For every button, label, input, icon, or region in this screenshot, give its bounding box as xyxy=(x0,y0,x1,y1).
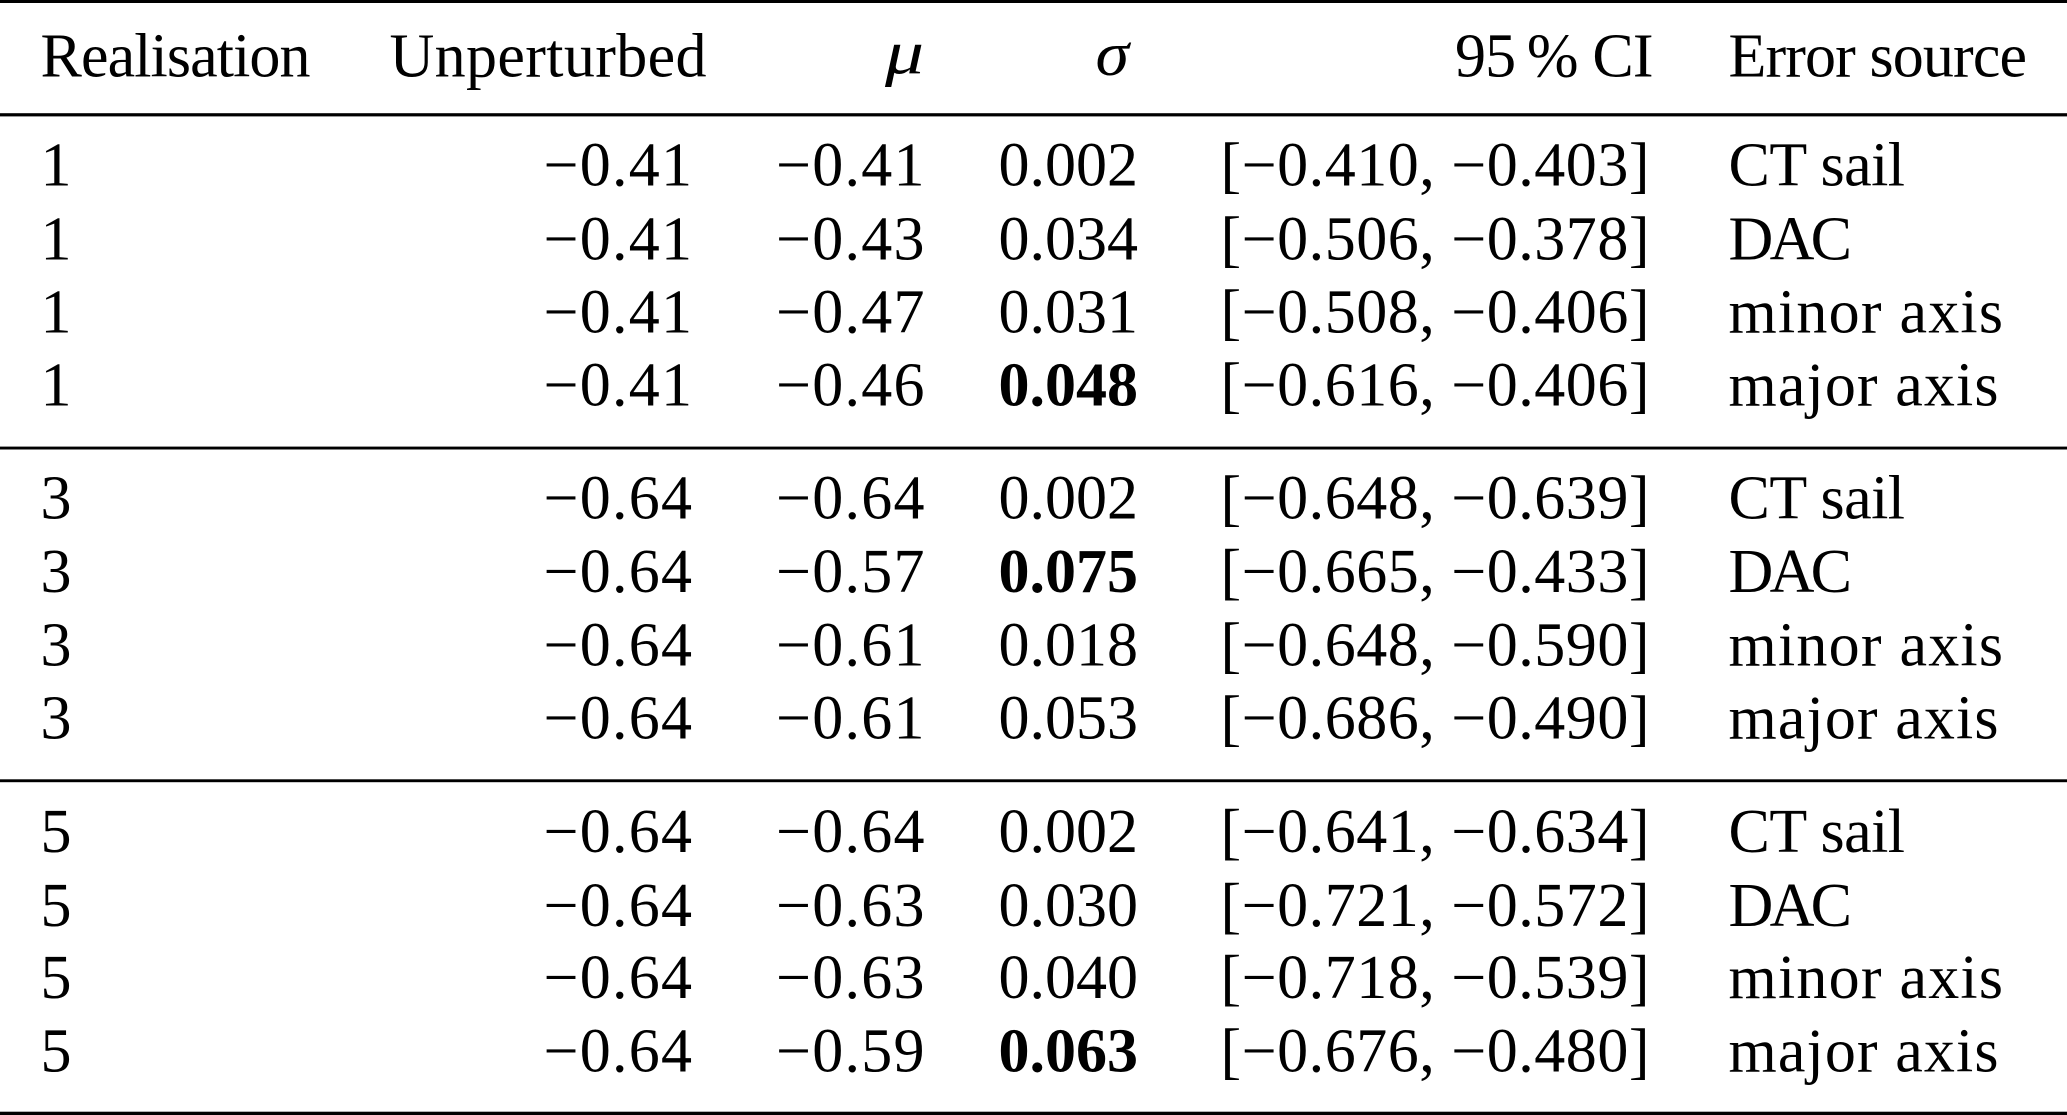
svg-text:−0.64: −0.64 xyxy=(776,798,925,866)
svg-text:0.002: 0.002 xyxy=(999,132,1139,200)
svg-text:0.030: 0.030 xyxy=(999,872,1139,940)
svg-text:5: 5 xyxy=(41,1018,72,1086)
svg-text:minor axis: minor axis xyxy=(1729,611,2004,679)
svg-text:−0.43: −0.43 xyxy=(776,206,925,274)
svg-text:Error source: Error source xyxy=(1729,23,2028,91)
svg-text:0.031: 0.031 xyxy=(999,279,1139,347)
svg-text:[−0.676, −0.480]: [−0.676, −0.480] xyxy=(1221,1018,1650,1086)
svg-text:CT sail: CT sail xyxy=(1729,465,1906,533)
svg-text:[−0.508, −0.406]: [−0.508, −0.406] xyxy=(1221,279,1650,347)
svg-text:−0.59: −0.59 xyxy=(776,1018,925,1086)
svg-text:3: 3 xyxy=(41,685,72,753)
svg-text:1: 1 xyxy=(41,206,72,274)
svg-text:[−0.718, −0.539]: [−0.718, −0.539] xyxy=(1221,944,1650,1012)
svg-text:[−0.686, −0.490]: [−0.686, −0.490] xyxy=(1221,685,1650,753)
svg-text:−0.64: −0.64 xyxy=(544,685,693,753)
svg-text:[−0.648, −0.590]: [−0.648, −0.590] xyxy=(1221,611,1650,679)
svg-text:Realisation: Realisation xyxy=(41,23,311,91)
svg-text:[−0.721, −0.572]: [−0.721, −0.572] xyxy=(1221,872,1650,940)
svg-text:major axis: major axis xyxy=(1729,352,1999,420)
svg-text:CT sail: CT sail xyxy=(1729,132,1906,200)
svg-text:−0.41: −0.41 xyxy=(544,352,693,420)
svg-text:1: 1 xyxy=(41,132,72,200)
svg-text:−0.64: −0.64 xyxy=(544,872,693,940)
svg-text:1: 1 xyxy=(41,279,72,347)
svg-text:−0.47: −0.47 xyxy=(776,279,925,347)
svg-text:0.002: 0.002 xyxy=(999,798,1139,866)
svg-text:σ: σ xyxy=(1096,21,1132,89)
svg-text:minor axis: minor axis xyxy=(1729,279,2004,347)
svg-text:3: 3 xyxy=(41,538,72,606)
svg-text:−0.41: −0.41 xyxy=(544,132,693,200)
svg-text:[−0.616, −0.406]: [−0.616, −0.406] xyxy=(1221,352,1650,420)
svg-text:0.034: 0.034 xyxy=(999,206,1139,274)
svg-text:−0.64: −0.64 xyxy=(544,798,693,866)
svg-text:−0.63: −0.63 xyxy=(776,944,925,1012)
svg-text:CT sail: CT sail xyxy=(1729,798,1906,866)
svg-text:0.063: 0.063 xyxy=(999,1018,1139,1086)
svg-text:−0.57: −0.57 xyxy=(776,538,925,606)
svg-text:minor axis: minor axis xyxy=(1729,944,2004,1012)
svg-text:μ: μ xyxy=(884,20,924,88)
svg-text:3: 3 xyxy=(41,611,72,679)
svg-text:95 % CI: 95 % CI xyxy=(1455,23,1654,91)
svg-text:0.048: 0.048 xyxy=(999,352,1139,420)
svg-text:5: 5 xyxy=(41,798,72,866)
svg-text:5: 5 xyxy=(41,944,72,1012)
svg-text:−0.64: −0.64 xyxy=(776,465,925,533)
svg-text:−0.64: −0.64 xyxy=(544,611,693,679)
svg-text:DAC: DAC xyxy=(1729,206,1853,274)
svg-text:0.053: 0.053 xyxy=(999,685,1139,753)
svg-text:DAC: DAC xyxy=(1729,538,1853,606)
svg-text:−0.63: −0.63 xyxy=(776,872,925,940)
svg-text:0.040: 0.040 xyxy=(999,944,1139,1012)
svg-text:−0.64: −0.64 xyxy=(544,1018,693,1086)
svg-text:1: 1 xyxy=(41,352,72,420)
svg-text:major axis: major axis xyxy=(1729,1018,1999,1086)
svg-text:5: 5 xyxy=(41,872,72,940)
svg-text:[−0.648, −0.639]: [−0.648, −0.639] xyxy=(1221,465,1650,533)
svg-text:[−0.506, −0.378]: [−0.506, −0.378] xyxy=(1221,206,1650,274)
svg-text:−0.64: −0.64 xyxy=(544,538,693,606)
svg-text:major axis: major axis xyxy=(1729,685,1999,753)
svg-text:−0.64: −0.64 xyxy=(544,465,693,533)
svg-text:−0.64: −0.64 xyxy=(544,944,693,1012)
svg-text:−0.41: −0.41 xyxy=(544,279,693,347)
svg-text:3: 3 xyxy=(41,465,72,533)
svg-text:[−0.410, −0.403]: [−0.410, −0.403] xyxy=(1221,132,1650,200)
svg-text:DAC: DAC xyxy=(1729,872,1853,940)
svg-text:[−0.641, −0.634]: [−0.641, −0.634] xyxy=(1221,798,1650,866)
svg-text:−0.61: −0.61 xyxy=(776,685,925,753)
svg-text:0.002: 0.002 xyxy=(999,465,1139,533)
svg-text:0.075: 0.075 xyxy=(999,538,1139,606)
svg-text:−0.46: −0.46 xyxy=(776,352,925,420)
svg-text:0.018: 0.018 xyxy=(999,611,1139,679)
svg-text:−0.41: −0.41 xyxy=(544,206,693,274)
svg-text:−0.61: −0.61 xyxy=(776,611,925,679)
svg-text:−0.41: −0.41 xyxy=(776,132,925,200)
svg-text:[−0.665, −0.433]: [−0.665, −0.433] xyxy=(1221,538,1650,606)
svg-text:Unperturbed: Unperturbed xyxy=(390,23,707,91)
